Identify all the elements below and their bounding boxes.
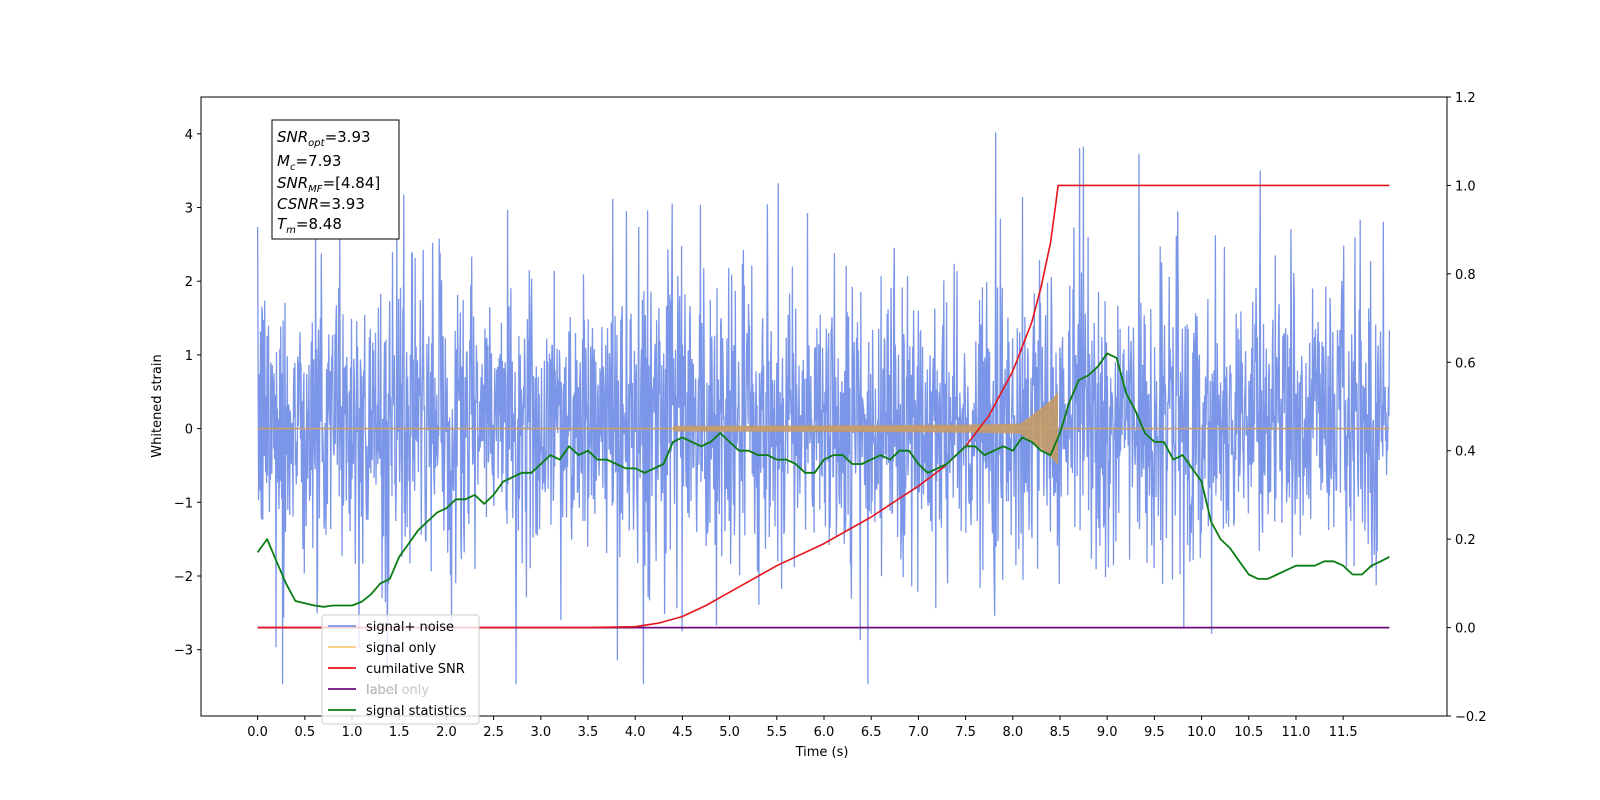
y-tick-label: −1	[174, 496, 193, 511]
y-tick-label: 4	[185, 128, 193, 143]
legend-item-cumulative-snr: cumilative SNR	[366, 662, 465, 677]
x-tick-label: 0.0	[247, 725, 268, 740]
y-tick-label: 0	[185, 423, 193, 438]
legend-item-label-only: label only	[366, 683, 429, 698]
y2-tick-label: 0.0	[1455, 622, 1476, 637]
annotation-line: SNRopt=3.93	[277, 128, 371, 149]
y-axis-label: Whitened strain	[150, 354, 165, 457]
x-tick-label: 11.5	[1329, 725, 1358, 740]
x-tick-label: 7.5	[955, 725, 976, 740]
x-tick-label: 3.5	[578, 725, 599, 740]
annotation-line: Tm=8.48	[277, 215, 342, 236]
y2-axis-ticks: 1.2 1.0 0.8 0.6 0.4 0.2 0.0 −0.2	[1447, 91, 1487, 725]
y-tick-label: 1	[185, 349, 193, 364]
legend-item-signal-statistics: signal statistics	[366, 704, 467, 719]
y2-tick-label: 0.6	[1455, 356, 1476, 371]
x-tick-label: 3.0	[530, 725, 551, 740]
legend: signal+ noise signal only cumilative SNR la…	[321, 614, 480, 725]
x-tick-label: 5.0	[719, 725, 740, 740]
x-tick-label: 6.5	[861, 725, 882, 740]
x-tick-label: 9.0	[1097, 725, 1118, 740]
x-tick-label: 1.5	[389, 725, 410, 740]
legend-item-signal-only: signal only	[366, 641, 436, 656]
x-tick-label: 10.0	[1187, 725, 1216, 740]
y-tick-label: 3	[185, 202, 193, 217]
y2-tick-label: −0.2	[1455, 710, 1487, 725]
y2-tick-label: 0.4	[1455, 445, 1476, 460]
legend-items: signal+ noise signal only cumilative SNR la…	[328, 620, 467, 719]
series-signal-statistics	[256, 352, 1390, 608]
annotation-line: Mc=7.93	[277, 152, 341, 173]
x-axis-label: Time (s)	[795, 745, 849, 760]
series-signal-noise	[256, 132, 1391, 685]
y-tick-label: 2	[185, 275, 193, 290]
x-tick-label: 4.0	[625, 725, 646, 740]
y2-tick-label: 0.8	[1455, 268, 1476, 283]
x-tick-label: 2.0	[436, 725, 457, 740]
x-tick-label: 5.5	[766, 725, 787, 740]
y-axis-ticks: 4 3 2 1 0 −1 −2 −3	[174, 128, 201, 659]
x-tick-label: 9.5	[1144, 725, 1165, 740]
y-tick-label: −2	[174, 570, 193, 585]
annotation-frame	[271, 119, 400, 240]
x-tick-label: 7.0	[908, 725, 929, 740]
x-tick-label: 1.0	[342, 725, 363, 740]
x-tick-label: 6.0	[814, 725, 835, 740]
x-tick-label: 8.5	[1050, 725, 1071, 740]
x-tick-label: 8.0	[1002, 725, 1023, 740]
x-tick-label: 11.0	[1281, 725, 1310, 740]
legend-item-signal-noise: signal+ noise	[366, 620, 454, 635]
x-tick-label: 10.5	[1234, 725, 1263, 740]
legend-item-label: label	[366, 683, 397, 698]
x-tick-label: 4.5	[672, 725, 693, 740]
y2-tick-label: 1.2	[1455, 91, 1476, 106]
legend-frame	[321, 614, 480, 725]
y2-tick-label: 1.0	[1455, 179, 1476, 194]
x-tick-label: 2.5	[483, 725, 504, 740]
y-tick-label: −3	[174, 644, 193, 659]
annotation-line: SNRMF=[4.84]	[277, 174, 380, 195]
annotation-line: CSNR=3.93	[277, 195, 365, 213]
x-tick-label: 0.5	[294, 725, 315, 740]
x-axis-ticks: 0.0 0.5 1.0 1.5 2.0 2.5 3.0 3.5 4.0 4.5 5.0 5.5 6.0 6…	[247, 716, 1358, 740]
y2-tick-label: 0.2	[1455, 533, 1476, 548]
